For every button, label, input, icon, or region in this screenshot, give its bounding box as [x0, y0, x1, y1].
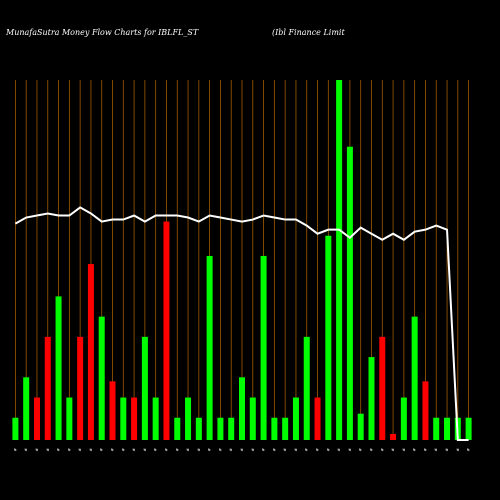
bar [465, 417, 472, 440]
bar [66, 397, 73, 440]
bar [55, 296, 62, 440]
bar-series [12, 80, 472, 440]
x-tick-label: # [401, 447, 406, 451]
x-tick-labels: # # # # # # # # # # # # # # # # # # # # # # # # # # # # # # # # # # # # # # # #… [12, 447, 470, 451]
x-tick-label: # [444, 447, 449, 451]
x-tick-label: # [336, 447, 341, 451]
bar [33, 397, 40, 440]
bar [433, 417, 440, 440]
bar [131, 397, 138, 440]
bar [195, 417, 202, 440]
x-tick-label: # [196, 447, 201, 451]
x-tick-label: # [455, 447, 460, 451]
bar [357, 413, 364, 440]
bar [44, 336, 51, 440]
bar [77, 336, 84, 440]
bar [303, 336, 310, 440]
x-tick-label: # [34, 447, 39, 451]
x-tick-label: # [207, 447, 212, 451]
chart-title: MunafaSutra Money Flow Charts for IBLFL_… [5, 28, 199, 37]
bar [422, 381, 429, 440]
x-tick-label: # [174, 447, 179, 451]
company-name: (Ibl Finance Limit [272, 28, 345, 37]
bar [260, 255, 267, 440]
bar [325, 235, 332, 440]
bar [282, 417, 289, 440]
x-tick-label: # [142, 447, 147, 451]
bar [292, 397, 299, 440]
bar [141, 336, 148, 440]
bar [314, 397, 321, 440]
x-tick-label: # [271, 447, 276, 451]
bar [109, 381, 116, 440]
x-tick-label: # [239, 447, 244, 451]
x-tick-label: # [217, 447, 222, 451]
bar [98, 316, 105, 440]
x-tick-label: # [185, 447, 190, 451]
bar [271, 417, 278, 440]
x-tick-label: # [120, 447, 125, 451]
x-tick-label: # [325, 447, 330, 451]
bar [23, 377, 30, 440]
x-tick-label: # [390, 447, 395, 451]
bar [163, 221, 170, 440]
bar [390, 433, 397, 440]
x-tick-label: # [163, 447, 168, 451]
x-tick-label: # [433, 447, 438, 451]
bar [174, 417, 181, 440]
bar [400, 397, 407, 440]
x-tick-label: # [368, 447, 373, 451]
x-tick-label: # [77, 447, 82, 451]
bar [12, 417, 19, 440]
x-tick-label: # [88, 447, 93, 451]
bar [368, 357, 375, 440]
x-tick-label: # [261, 447, 266, 451]
x-tick-label: # [228, 447, 233, 451]
bar [249, 397, 256, 440]
bar [120, 397, 127, 440]
x-tick-label: # [153, 447, 158, 451]
x-tick-label: # [412, 447, 417, 451]
x-tick-label: # [315, 447, 320, 451]
x-tick-label: # [56, 447, 61, 451]
x-tick-label: # [250, 447, 255, 451]
line-series [14, 206, 469, 441]
x-tick-label: # [45, 447, 50, 451]
bar [239, 377, 245, 440]
x-tick-label: # [99, 447, 104, 451]
bar [336, 80, 343, 440]
bar [152, 397, 159, 440]
x-tick-label: # [131, 447, 136, 451]
x-tick-label: # [347, 447, 352, 451]
x-tick-label: # [379, 447, 384, 451]
bar [206, 255, 213, 440]
x-tick-label: # [422, 447, 427, 451]
x-tick-label: # [293, 447, 298, 451]
money-flow-line [14, 206, 469, 441]
x-tick-label: # [12, 447, 17, 451]
bar [444, 417, 451, 440]
x-tick-label: # [466, 447, 471, 451]
bar [346, 146, 353, 440]
bar [228, 417, 235, 440]
bar [411, 316, 418, 440]
bar [217, 417, 224, 440]
x-tick-label: # [304, 447, 309, 451]
x-tick-label: # [66, 447, 71, 451]
x-tick-label: # [282, 447, 287, 451]
bar [87, 264, 94, 440]
bar [185, 397, 192, 440]
bar [379, 336, 386, 440]
x-tick-label: # [358, 447, 363, 451]
x-tick-label: # [110, 447, 115, 451]
x-tick-label: # [23, 447, 28, 451]
